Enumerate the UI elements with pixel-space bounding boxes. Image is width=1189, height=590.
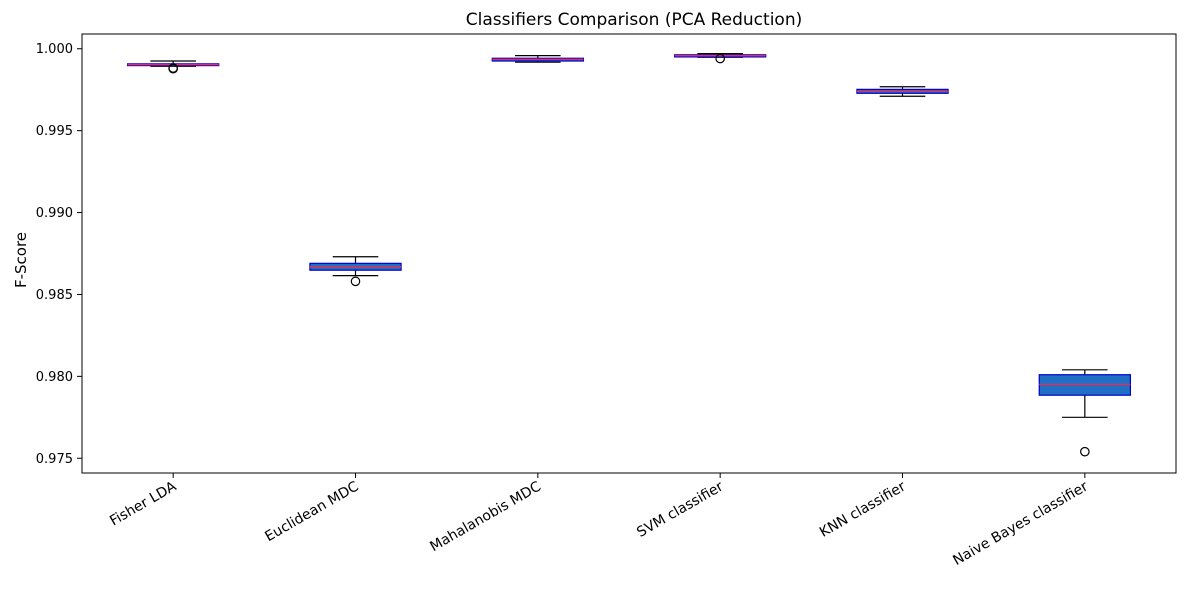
- x-tick-label: KNN classifier: [817, 478, 909, 540]
- plot-area: 0.975 0.980 0.985 0.990 0.995 1.000 Fisher LDA…: [36, 42, 1132, 569]
- outlier-point: [168, 63, 178, 74]
- outlier-point: [715, 53, 725, 64]
- x-tick-label: Naive Bayes classifier: [950, 478, 1091, 568]
- y-tick-label: 0.975: [36, 452, 73, 467]
- y-axis-label: F-Score: [12, 232, 30, 288]
- y-tick-label: 0.995: [36, 124, 73, 139]
- chart-title: Classifiers Comparison (PCA Reduction): [466, 10, 802, 30]
- y-tick-label: 0.990: [36, 206, 73, 221]
- outlier-point: [350, 276, 361, 287]
- axes-frame: [81, 33, 1177, 474]
- y-tick-label: 0.985: [36, 288, 73, 303]
- y-tick-label: 0.980: [36, 370, 73, 385]
- x-tick-label: Fisher LDA: [107, 478, 179, 529]
- x-tick-label: SVM classifier: [634, 478, 726, 540]
- outlier-point: [1080, 446, 1090, 457]
- x-tick-label: Euclidean MDC: [262, 478, 361, 545]
- x-tick-label: Mahalanobis MDC: [427, 479, 544, 556]
- y-tick-label: 1.000: [36, 42, 73, 57]
